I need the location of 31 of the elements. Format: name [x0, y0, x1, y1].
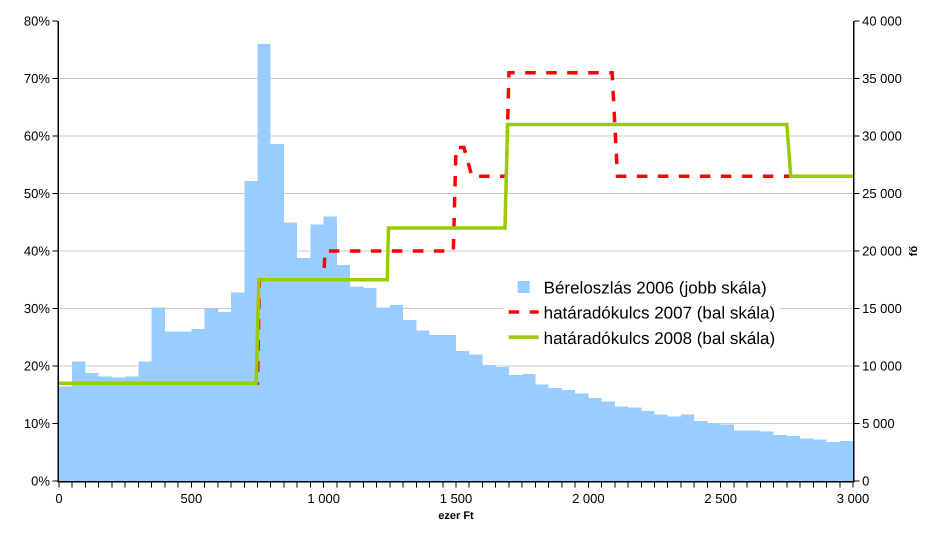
x-axis-title: ezer Ft [438, 510, 474, 522]
y2-tick-label: 40 000 [862, 14, 902, 29]
y-tick-label: 80% [24, 14, 50, 29]
y2-tick-label: 30 000 [862, 128, 902, 144]
y2-tick-label: 15 000 [862, 301, 902, 316]
x-tick-label: 1 500 [440, 491, 472, 506]
x-tick-label: 500 [180, 491, 202, 506]
y2-tick-label: 5 000 [862, 416, 895, 432]
y-tick-label: 30% [24, 301, 50, 316]
y2-tick-label: 10 000 [862, 358, 902, 374]
x-tick-label: 3 000 [836, 491, 870, 506]
y-tick-label: 10% [24, 416, 50, 432]
y2-tick-label: 35 000 [862, 71, 902, 86]
y2-axis-title: fő [908, 246, 920, 256]
y-tick-label: 0% [31, 474, 50, 489]
x-tick-label: 1 000 [307, 491, 340, 506]
line-series [59, 122, 853, 385]
legend-label: határadókulcs 2008 (bal skála) [544, 328, 776, 348]
y2-tick-label: 0 [862, 474, 870, 489]
x-tick-label: 0 [55, 491, 63, 506]
y2-tick-label: 20 000 [862, 244, 902, 259]
y-tick-label: 50% [24, 186, 50, 202]
y2-tick-label: 25 000 [862, 186, 902, 202]
y-tick-label: 20% [24, 358, 50, 374]
y-tick-label: 40% [24, 244, 50, 259]
x-tick-label: 2 500 [704, 491, 737, 506]
legend-label: határadókulcs 2007 (bal skála) [544, 304, 776, 323]
legend-label: Béreloszlás 2006 (jobb skála) [544, 278, 767, 298]
x-tick-label: 2 000 [572, 491, 605, 506]
y-tick-label: 60% [24, 128, 50, 144]
y-tick-label: 70% [24, 71, 50, 86]
